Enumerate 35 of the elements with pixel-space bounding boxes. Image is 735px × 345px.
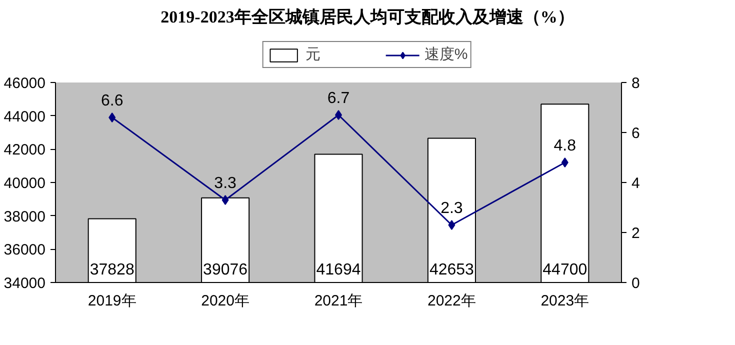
y2-tick-label: 2 <box>632 225 640 242</box>
point <box>448 220 456 230</box>
data-label: 6.6 <box>100 92 124 110</box>
y-tick-label: 38000 <box>4 208 46 226</box>
y2-tick-label: 4 <box>632 175 640 192</box>
data-label: 42653 <box>429 262 474 278</box>
data-label: 4.8 <box>554 138 576 154</box>
data-label: 44700 <box>542 262 588 278</box>
data-label: 2.3 <box>440 200 463 217</box>
data-label: 6.7 <box>327 90 350 107</box>
y2-tick-label: 6 <box>632 125 640 142</box>
y2-tick-label: 0 <box>632 275 640 292</box>
y-tick-label: 40000 <box>4 175 46 192</box>
y-tick-label: 34000 <box>4 275 46 292</box>
y-tick-label: 42000 <box>4 142 46 159</box>
data-label: 39076 <box>203 262 248 278</box>
x-tick-label: 2022年 <box>428 292 476 310</box>
y-tick-label: 36000 <box>4 242 46 259</box>
chart-title: 2019-2023年全区城镇居民人均可支配收入及增速（%） <box>160 8 574 26</box>
x-tick-label: 2019年 <box>88 292 136 310</box>
legend-label: 元 <box>305 45 322 64</box>
data-label: 37828 <box>90 262 134 278</box>
data-label: 41694 <box>316 262 361 278</box>
legend-label: 速度% <box>424 45 468 64</box>
x-tick-label: 2021年 <box>314 292 363 310</box>
data-label: 3.3 <box>214 175 237 192</box>
point <box>561 158 568 168</box>
y2-tick-label: 8 <box>632 75 640 92</box>
y-tick-label: 44000 <box>4 108 46 126</box>
point <box>335 110 342 120</box>
x-tick-label: 2023年 <box>540 292 590 310</box>
point <box>108 112 116 122</box>
point <box>222 195 229 205</box>
x-tick-label: 2020年 <box>201 292 250 310</box>
y-tick-label: 46000 <box>4 75 46 92</box>
